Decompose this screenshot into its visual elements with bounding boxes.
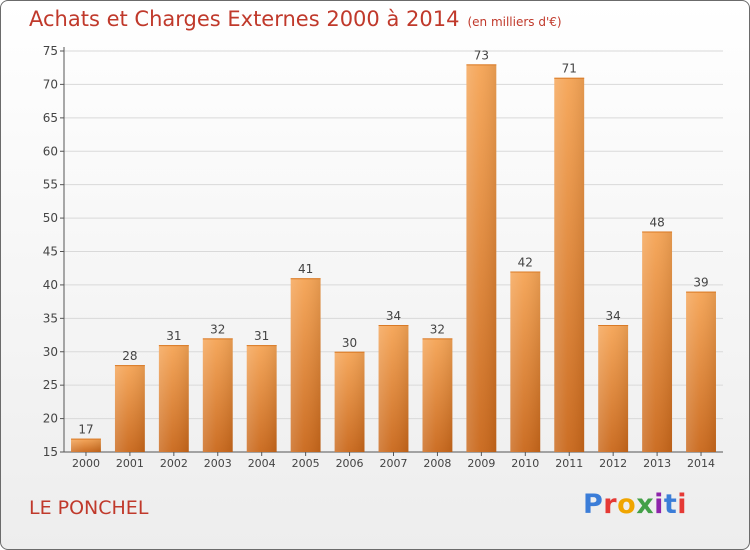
bar-shine-2010 — [510, 271, 541, 452]
x-tick-label-2002: 2002 — [160, 457, 188, 470]
y-tick-label: 40 — [43, 278, 58, 292]
bar-shine-2002 — [158, 345, 189, 452]
x-tick-label-2013: 2013 — [643, 457, 671, 470]
bar-shine-2013 — [642, 231, 673, 452]
x-tick-label-2001: 2001 — [116, 457, 144, 470]
value-label-2000: 17 — [78, 423, 93, 437]
value-label-2012: 34 — [606, 309, 621, 323]
y-tick-label: 65 — [43, 111, 58, 125]
y-tick-label: 45 — [43, 245, 58, 259]
x-tick-label-2014: 2014 — [687, 457, 715, 470]
bar-shine-2014 — [686, 291, 716, 452]
x-tick-label-2000: 2000 — [72, 457, 100, 470]
x-tick-label-2003: 2003 — [204, 457, 232, 470]
bar-shine-2005 — [290, 278, 321, 452]
bar-shine-2009 — [466, 64, 497, 452]
value-label-2006: 30 — [342, 336, 357, 350]
bar-shine-2008 — [422, 338, 453, 452]
logo-letter: i — [677, 489, 688, 520]
bar-shine-2001 — [114, 365, 145, 452]
bar-shine-2006 — [334, 351, 365, 452]
x-tick-label-2008: 2008 — [423, 457, 451, 470]
y-tick-label: 55 — [43, 178, 58, 192]
commune-name: LE PONCHEL — [29, 497, 149, 519]
value-label-2009: 73 — [474, 48, 489, 62]
y-tick-label: 75 — [43, 44, 58, 58]
value-label-2001: 28 — [122, 349, 137, 363]
value-label-2010: 42 — [518, 256, 533, 270]
value-label-2005: 41 — [298, 262, 313, 276]
y-tick-label: 70 — [43, 77, 58, 91]
value-label-2013: 48 — [649, 215, 664, 229]
y-tick-label: 20 — [43, 412, 58, 426]
proxiti-logo[interactable]: Proxiti — [583, 489, 687, 520]
y-tick-label: 50 — [43, 211, 58, 225]
value-label-2007: 34 — [386, 309, 401, 323]
x-tick-label-2012: 2012 — [599, 457, 627, 470]
x-tick-label-2009: 2009 — [467, 457, 495, 470]
logo-letter: r — [603, 489, 618, 520]
x-tick-label-2006: 2006 — [336, 457, 364, 470]
bar-shine-2004 — [246, 345, 277, 452]
logo-letter: t — [663, 489, 678, 520]
value-label-2008: 32 — [430, 322, 445, 336]
x-tick-label-2005: 2005 — [292, 457, 320, 470]
value-label-2004: 31 — [254, 329, 269, 343]
logo-letter: i — [654, 489, 664, 520]
value-label-2002: 31 — [166, 329, 181, 343]
logo-letter: x — [636, 489, 655, 520]
x-tick-label-2010: 2010 — [511, 457, 539, 470]
bar-shine-2012 — [598, 325, 629, 452]
x-tick-label-2004: 2004 — [248, 457, 276, 470]
chart-title-text: Achats et Charges Externes 2000 à 2014 — [29, 7, 460, 31]
chart-title: Achats et Charges Externes 2000 à 2014 (e… — [29, 7, 562, 31]
logo-letter: P — [583, 489, 604, 520]
value-label-2003: 32 — [210, 322, 225, 336]
y-tick-label: 25 — [43, 378, 58, 392]
chart-unit: (en milliers d'€) — [467, 15, 562, 29]
y-tick-label: 15 — [43, 445, 58, 459]
bar-shine-2007 — [378, 325, 409, 452]
y-tick-label: 30 — [43, 345, 58, 359]
bar-shine-2000 — [71, 438, 101, 452]
y-tick-label: 35 — [43, 311, 58, 325]
value-label-2011: 71 — [562, 62, 577, 76]
x-tick-label-2007: 2007 — [380, 457, 408, 470]
value-label-2014: 39 — [693, 276, 708, 290]
bars — [71, 64, 716, 452]
bar-shine-2003 — [202, 338, 233, 452]
logo-letter: o — [617, 489, 637, 520]
y-tick-label: 60 — [43, 144, 58, 158]
x-tick-label-2011: 2011 — [555, 457, 583, 470]
bar-shine-2011 — [554, 77, 585, 452]
labels: 15 20 25 30 35 40 45 50 55 60 65 70 75 17 2000 28 2001 31… — [43, 44, 715, 470]
